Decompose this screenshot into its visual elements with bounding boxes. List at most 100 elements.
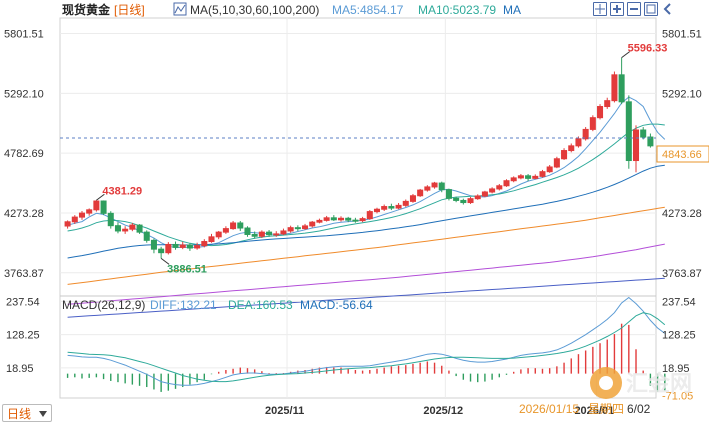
candle-body: [395, 204, 402, 209]
candle: [165, 242, 172, 255]
candle: [316, 218, 323, 224]
candle: [222, 226, 229, 234]
candle-body: [481, 191, 488, 197]
candle-body: [589, 117, 596, 130]
candle-body: [287, 227, 294, 232]
candle-body: [366, 211, 373, 220]
ma-line-ma100: [67, 243, 665, 305]
candle: [237, 220, 244, 231]
zoom-in-icon[interactable]: [610, 2, 624, 16]
candle-body: [561, 150, 568, 160]
candle: [93, 200, 100, 212]
candle-body: [611, 74, 618, 102]
price-tick-left: 3763.87: [4, 268, 44, 280]
candle-body: [517, 175, 524, 179]
macd-tick-right: -71.05: [662, 390, 693, 402]
candle: [280, 228, 287, 236]
candle: [107, 211, 114, 229]
candle: [266, 230, 273, 237]
candle-body: [165, 243, 172, 254]
candle: [409, 193, 416, 203]
candle-body: [438, 182, 445, 191]
candle: [86, 208, 93, 216]
macd-tick-right: 237.54: [662, 296, 696, 308]
candle-body: [78, 212, 86, 218]
candle-body: [352, 219, 359, 222]
ma-more: MA: [503, 3, 521, 17]
date-tick-label: 2026/01: [574, 405, 614, 417]
macd-diff-value: DIFF:132.21: [150, 298, 217, 312]
period-select[interactable]: 日线: [2, 404, 52, 422]
candle: [330, 215, 337, 221]
period-label[interactable]: [日线]: [114, 3, 145, 17]
candle: [525, 174, 532, 182]
candle-body: [323, 217, 330, 221]
candle-body: [345, 217, 352, 221]
candle-body: [467, 198, 474, 204]
annotation-label: 3886.51: [167, 263, 207, 275]
candle-body: [172, 243, 179, 248]
candle: [453, 196, 460, 203]
candle: [467, 196, 474, 204]
candle-body: [625, 101, 632, 162]
price-tick-right: 5801.51: [662, 29, 702, 41]
ma-line-ma200: [67, 277, 665, 318]
ma10-value: MA10:5023.79: [418, 3, 496, 17]
candle: [481, 190, 488, 198]
watermark-logo: 汇金网: [590, 367, 692, 399]
annotation-leader: [96, 193, 105, 201]
candle: [532, 174, 539, 180]
candle: [294, 225, 301, 231]
candle-body: [64, 221, 71, 227]
zoom-out-icon[interactable]: [627, 2, 641, 16]
price-axis: 5801.515801.515292.105292.104782.694782.…: [4, 29, 702, 280]
candle: [114, 222, 121, 234]
back-icon[interactable]: [661, 2, 675, 16]
candle: [474, 194, 481, 200]
crosshair-icon[interactable]: [593, 2, 607, 16]
chart-frame: [59, 17, 657, 399]
price-tick-right: 4273.28: [662, 208, 702, 220]
candle-body: [158, 248, 165, 254]
candlestick-series: [64, 57, 654, 259]
candle-body: [337, 217, 345, 221]
chevron-down-icon: [39, 411, 47, 417]
candle: [345, 216, 352, 223]
candle-body: [503, 180, 510, 187]
price-annotations: 4381.29 3886.51 5596.33: [96, 43, 668, 275]
fullscreen-icon[interactable]: [644, 2, 658, 16]
candle-body: [424, 186, 431, 191]
candle: [273, 231, 280, 237]
macd-dea-line: [67, 312, 666, 383]
candle: [597, 104, 604, 120]
candle: [568, 143, 575, 153]
annotation-leader: [160, 257, 170, 265]
candle-body: [597, 106, 604, 119]
candle: [78, 211, 86, 220]
candle-body: [604, 100, 611, 108]
instrument-title: 现货黄金: [62, 2, 111, 17]
annotation-label: 5596.33: [628, 43, 668, 55]
ma-settings-icon[interactable]: [173, 2, 187, 16]
candle: [251, 231, 258, 239]
macd-axis: 237.54 237.54 128.25 128.25 18.95 18.95 -71.05: [6, 296, 696, 402]
candle-body: [107, 212, 114, 227]
current-price-box: [656, 145, 709, 163]
candle: [186, 243, 193, 251]
candle: [179, 241, 186, 250]
candle: [395, 203, 402, 210]
candle-body: [417, 189, 424, 197]
candle-body: [114, 225, 121, 232]
candle: [158, 246, 165, 259]
candle-body: [186, 244, 193, 249]
candle-body: [618, 74, 625, 103]
candle: [309, 220, 316, 228]
candle: [388, 203, 395, 211]
watermark-text: 汇金网: [626, 371, 692, 396]
macd-diff-line: [67, 296, 666, 386]
candle-body: [100, 200, 107, 214]
candle-body: [460, 199, 467, 204]
price-tick-right: 3763.87: [662, 268, 702, 280]
candle-body: [431, 182, 438, 188]
